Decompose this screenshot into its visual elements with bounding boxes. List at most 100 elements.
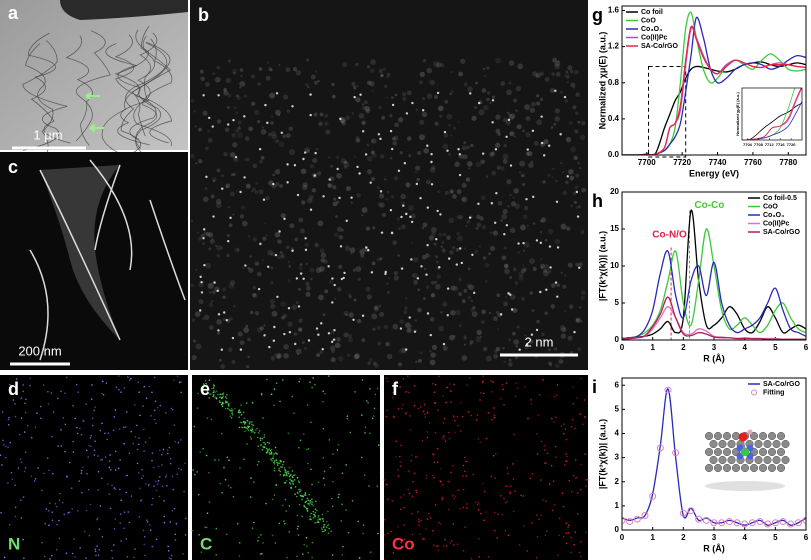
eds-dot <box>467 411 470 413</box>
zoom-box <box>648 66 687 158</box>
texture <box>440 311 443 314</box>
texture <box>225 183 231 189</box>
texture <box>577 347 582 352</box>
texture <box>510 201 517 207</box>
eds-dot <box>479 399 481 401</box>
eds-dot <box>417 407 420 410</box>
eds-dot <box>113 487 116 489</box>
single-atom <box>339 245 343 248</box>
texture <box>338 264 343 269</box>
eds-dot <box>291 470 294 472</box>
texture <box>536 94 540 98</box>
eds-dot <box>514 395 517 398</box>
atom <box>763 439 772 449</box>
texture <box>370 59 376 66</box>
eds-dot <box>443 435 445 437</box>
panel-label: e <box>200 379 210 399</box>
eds-dot <box>58 537 61 540</box>
texture <box>274 231 281 238</box>
fit-marker <box>733 519 741 527</box>
texture <box>422 296 427 301</box>
texture <box>225 185 229 189</box>
texture <box>256 327 263 333</box>
texture <box>562 190 567 196</box>
single-atom <box>390 231 394 235</box>
eds-dot <box>304 506 307 509</box>
eds-dot <box>361 414 363 416</box>
texture <box>347 187 350 190</box>
eds-dot <box>154 480 157 483</box>
texture <box>291 304 298 310</box>
eds-dot <box>141 468 143 471</box>
eds-dot <box>421 537 424 540</box>
eds-dot <box>3 556 6 559</box>
eds-dot <box>311 556 313 559</box>
texture <box>470 143 474 148</box>
eds-dot <box>543 444 546 447</box>
eds-dot <box>448 481 451 484</box>
texture <box>229 191 236 197</box>
eds-dot <box>86 473 88 475</box>
eds-dot <box>447 431 450 434</box>
texture <box>239 214 245 219</box>
eds-dot <box>273 404 275 407</box>
texture <box>544 238 548 242</box>
eds-dot <box>399 465 402 468</box>
eds-dot <box>266 441 269 444</box>
texture <box>190 283 194 288</box>
texture <box>359 249 365 255</box>
texture <box>309 267 315 273</box>
texture <box>434 280 437 284</box>
texture <box>415 360 418 363</box>
texture <box>239 81 246 87</box>
eds-dot <box>493 416 496 419</box>
eds-dot <box>220 396 223 399</box>
texture <box>449 334 455 341</box>
texture <box>495 114 501 120</box>
eds-dot <box>228 459 230 461</box>
eds-dot <box>180 381 182 383</box>
texture <box>431 231 436 237</box>
eds-dot <box>316 509 318 512</box>
eds-dot <box>322 526 325 529</box>
texture <box>366 169 372 175</box>
single-atom <box>547 144 551 147</box>
texture <box>370 150 375 155</box>
eds-dot <box>205 454 208 457</box>
eds-dot <box>243 417 246 420</box>
eds-dot <box>7 482 9 484</box>
eds-dot <box>266 448 269 451</box>
eds-dot <box>204 379 207 382</box>
eds-dot <box>431 530 434 532</box>
eds-dot <box>109 507 112 510</box>
eds-dot <box>212 391 215 394</box>
eds-dot <box>397 525 399 528</box>
eds-dot <box>553 421 555 424</box>
texture <box>449 250 454 255</box>
texture <box>371 140 374 143</box>
eds-dot <box>107 432 110 434</box>
sheet-edge <box>94 164 121 251</box>
fit-marker <box>702 516 710 524</box>
texture <box>540 219 544 223</box>
eds-dot <box>76 432 79 435</box>
eds-dot <box>456 415 459 418</box>
texture <box>348 312 354 318</box>
texture <box>365 286 371 292</box>
atom <box>731 463 741 473</box>
single-atom <box>530 333 534 336</box>
eds-dot <box>311 498 313 500</box>
eds-dot <box>257 539 259 542</box>
texture <box>259 326 264 331</box>
eds-dot <box>226 393 228 396</box>
texture <box>488 252 491 256</box>
texture <box>210 194 215 199</box>
eds-dot <box>461 415 464 418</box>
inset-x-tick-label: 7708 <box>754 142 764 147</box>
eds-dot <box>288 475 291 478</box>
eds-dot <box>169 462 172 465</box>
panel-label: b <box>198 5 209 25</box>
eds-dot <box>433 402 436 404</box>
single-atom <box>554 89 557 93</box>
eds-dot <box>462 464 465 467</box>
